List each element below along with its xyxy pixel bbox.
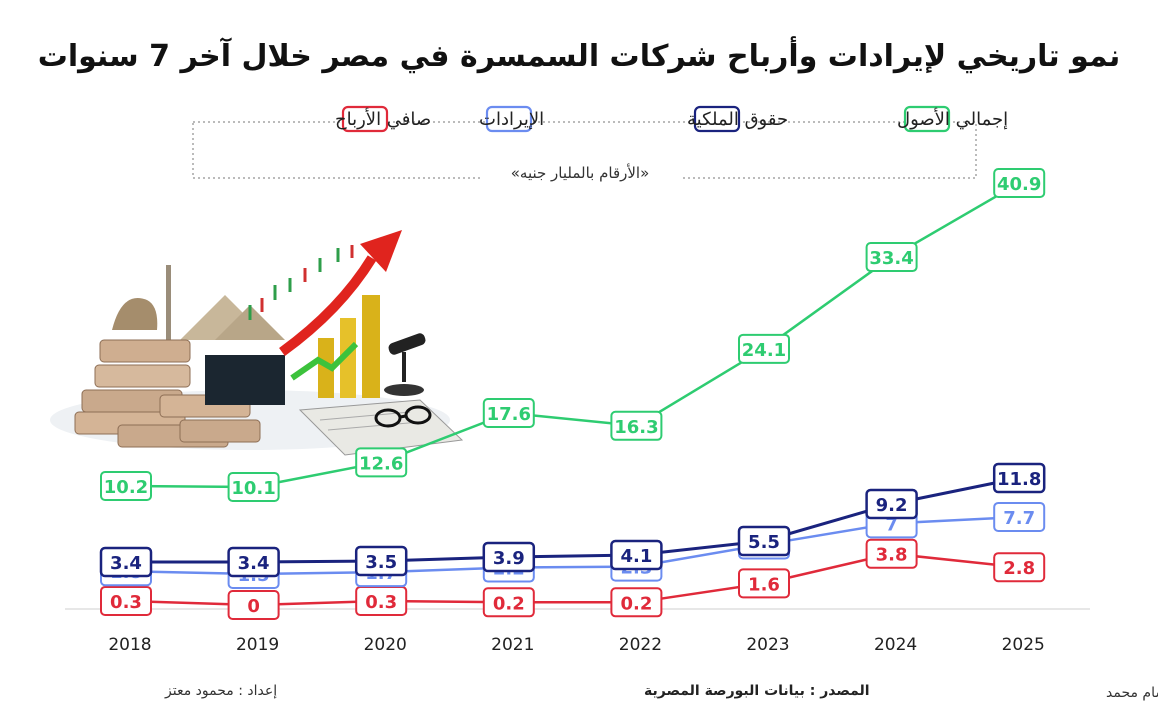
data-label-profit: 0.3 — [110, 592, 142, 613]
data-point-equity — [354, 545, 408, 577]
data-point-profit — [738, 568, 790, 599]
data-label-equity: 3.4 — [238, 553, 270, 574]
data-label-equity: 9.2 — [876, 495, 908, 516]
data-point-profit — [865, 538, 918, 569]
data-label-assets: 16.3 — [614, 417, 658, 438]
data-label-profit: 3.8 — [876, 545, 908, 566]
x-tick-label: 2023 — [746, 635, 789, 655]
data-label-equity: 5.5 — [748, 532, 780, 553]
data-point-assets — [738, 333, 790, 364]
candlestick-icon — [248, 245, 354, 320]
data-point-assets — [100, 471, 152, 502]
data-label-equity: 3.4 — [110, 553, 142, 574]
newspaper-icon — [298, 399, 464, 456]
legend-label-revenue: الإيرادات — [479, 109, 544, 130]
x-tick-label: 2022 — [619, 635, 662, 655]
data-point-assets — [355, 447, 408, 478]
x-tick-label: 2021 — [491, 635, 534, 655]
prepared-by: إعداد : محمود معتز — [164, 683, 277, 699]
glasses-icon — [374, 405, 432, 428]
data-point-revenue — [993, 501, 1046, 532]
design-by: تنفيذ : حسام محمد — [1106, 685, 1158, 701]
legend: إجمالي الأصول حقوق الملكية الإيرادات صافي ا… — [335, 105, 1008, 133]
data-label-assets: 12.6 — [359, 453, 403, 474]
chart-title: نمو تاريخي لإيرادات وأرباح شركات السمسرة… — [38, 36, 1121, 74]
data-point-profit — [100, 585, 152, 616]
series-layer: 0.300.30.20.21.63.82.81.81.51.72.22.34.7… — [99, 168, 1046, 620]
sphinx-icon — [112, 298, 158, 330]
x-tick-label: 2020 — [364, 635, 407, 655]
data-point-assets — [993, 168, 1046, 199]
data-label-revenue: 7 — [885, 514, 898, 535]
data-point-equity — [865, 488, 918, 520]
up-arrow-icon — [279, 255, 377, 357]
data-point-profit — [993, 552, 1046, 583]
x-tick-label: 2018 — [108, 635, 151, 655]
data-label-assets: 33.4 — [869, 248, 913, 269]
x-tick-label: 2024 — [874, 635, 917, 655]
data-label-assets: 10.2 — [104, 477, 148, 498]
data-point-assets — [865, 242, 918, 273]
data-label-assets: 17.6 — [487, 404, 531, 425]
data-label-equity: 3.9 — [493, 548, 525, 569]
data-point-equity — [99, 546, 153, 578]
data-label-profit: 0 — [247, 596, 260, 617]
data-point-profit — [482, 587, 535, 618]
x-tick-layer: 2018 2019 2020 2021 2022 2023 2024 2025 — [108, 635, 1044, 655]
data-point-equity — [737, 525, 791, 557]
data-point-assets — [227, 472, 280, 502]
data-point-equity — [610, 539, 663, 571]
data-point-assets — [610, 410, 663, 441]
green-arrow-icon — [290, 341, 359, 381]
stock-screen-icon — [205, 355, 285, 405]
pyramid-icon — [215, 305, 285, 340]
gold-bars-icon — [318, 295, 380, 398]
legend-label-assets: إجمالي الأصول — [897, 108, 1008, 130]
data-label-assets: 40.9 — [997, 174, 1041, 195]
data-point-equity — [482, 541, 536, 573]
x-tick-label: 2025 — [1002, 635, 1045, 655]
legend-swatch-revenue — [485, 105, 533, 133]
legend-label-equity: حقوق الملكية — [687, 109, 788, 130]
data-label-revenue: 7.7 — [1003, 508, 1035, 529]
data-label-assets: 24.1 — [742, 340, 786, 361]
data-point-equity — [227, 546, 280, 578]
data-point-equity — [992, 462, 1046, 494]
data-label-profit: 0.2 — [620, 593, 652, 614]
data-label-equity: 3.5 — [365, 552, 397, 573]
money-stacks-icon — [74, 339, 261, 448]
data-label-assets: 10.1 — [231, 478, 275, 499]
legend-label-profit: صافي الأرباح — [335, 108, 431, 130]
legend-swatch-profit — [341, 105, 389, 133]
data-label-equity: 11.8 — [997, 469, 1041, 490]
data-label-profit: 1.6 — [748, 574, 780, 595]
data-point-assets — [482, 397, 535, 428]
source-text: المصدر : بيانات البورصة المصرية — [644, 683, 870, 699]
tower-icon — [166, 265, 171, 340]
telescope-icon — [384, 333, 426, 396]
legend-swatch-assets — [903, 105, 951, 133]
data-label-profit: 0.2 — [493, 593, 525, 614]
data-point-profit — [610, 587, 663, 618]
unit-note: «الأرقام بالمليار جنيه» — [511, 163, 650, 182]
data-label-profit: 2.8 — [1003, 558, 1035, 579]
data-label-equity: 4.1 — [620, 546, 652, 567]
x-tick-label: 2019 — [236, 635, 279, 655]
data-label-profit: 0.3 — [365, 592, 397, 613]
illustration-image — [50, 230, 464, 456]
legend-swatch-equity — [693, 105, 741, 133]
data-point-profit — [227, 590, 280, 620]
